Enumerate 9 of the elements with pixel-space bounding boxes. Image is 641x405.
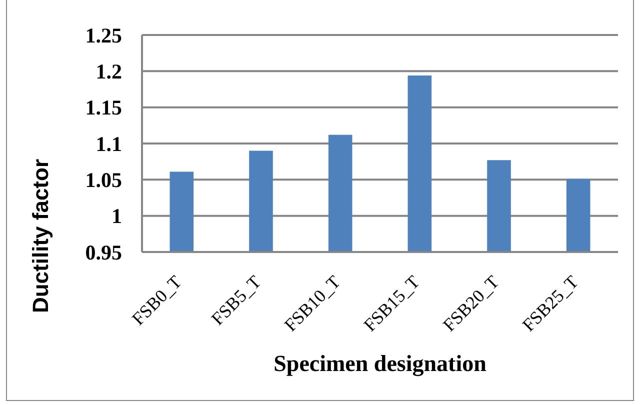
y-tick-label: 1.1	[96, 132, 122, 156]
y-tick-label: 1.05	[85, 168, 122, 192]
y-axis-title: Ductility factor	[28, 158, 53, 314]
x-axis-title: Specimen designation	[274, 351, 487, 377]
y-tick-label: 1.2	[96, 60, 122, 84]
y-tick-label: 1.25	[85, 23, 122, 48]
y-tick-label: 1	[112, 204, 122, 228]
y-tick-label: 1.15	[85, 96, 122, 120]
y-tick-label: 0.95	[85, 240, 122, 264]
